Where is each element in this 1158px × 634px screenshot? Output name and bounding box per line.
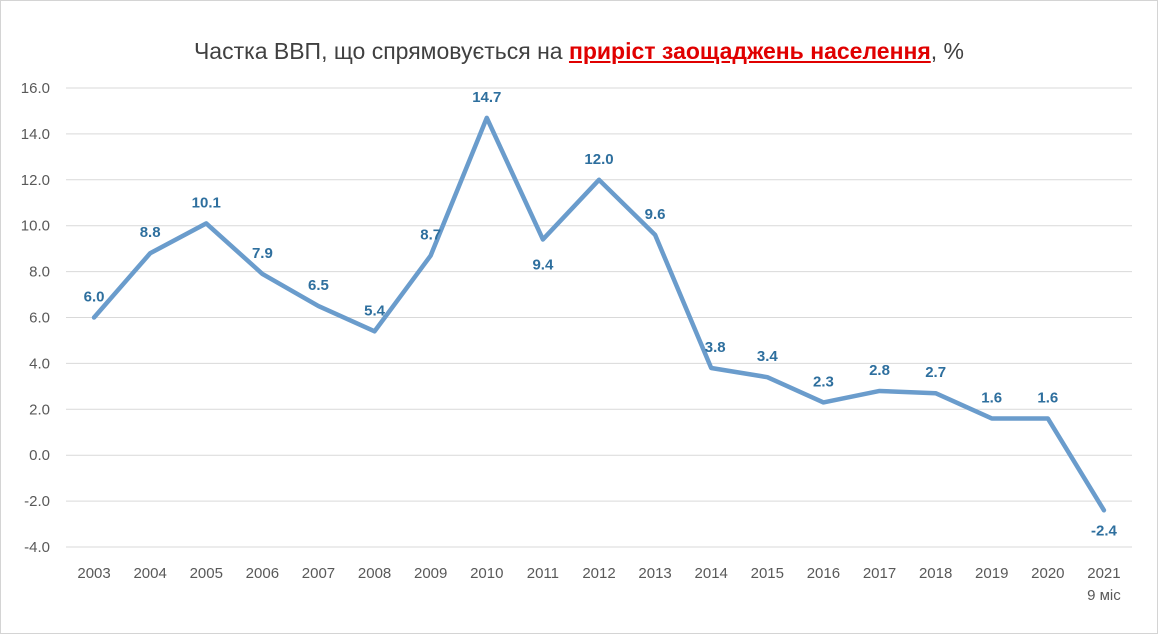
data-label: 14.7	[472, 89, 501, 106]
x-axis-ticks: 2003 2004 2005 2006 2007 2008 2009 2010 2011 2012…	[77, 565, 1121, 604]
x-tick-label: 2007	[302, 565, 335, 582]
data-label: 9.6	[645, 206, 666, 223]
y-tick-label: 16.0	[21, 80, 50, 97]
y-axis-ticks: -4.0 -2.0 0.0 2.0 4.0 6.0 8.0 10.0 12.0 14.0 16.0	[21, 80, 50, 556]
y-tick-label: 12.0	[21, 172, 50, 189]
x-tick-label: 2010	[470, 565, 503, 582]
data-label: 3.8	[705, 339, 726, 356]
data-label: 3.4	[757, 348, 779, 365]
data-label: 2.3	[813, 373, 834, 390]
y-tick-label: 0.0	[29, 447, 50, 464]
data-labels: 6.0 8.8 10.1 7.9 6.5 5.4 8.7 14.7 9.4 12.0 9.6 3.8 3…	[84, 89, 1118, 539]
data-label: 5.4	[364, 302, 386, 319]
x-tick-label: 2017	[863, 565, 896, 582]
data-label: 10.1	[192, 194, 221, 211]
y-tick-label: 4.0	[29, 355, 50, 372]
x-tick-sublabel: 9 міс	[1087, 587, 1121, 604]
x-tick-label: 2014	[695, 565, 728, 582]
x-tick-label: 2005	[190, 565, 223, 582]
x-tick-label: 2019	[975, 565, 1008, 582]
series-line-group	[91, 115, 1107, 513]
chart-title-part1: Частка ВВП, що спрямовується на	[193, 38, 569, 64]
data-label: 1.6	[1037, 389, 1058, 406]
y-tick-label: 6.0	[29, 310, 50, 327]
x-tick-label: 2021	[1087, 565, 1120, 582]
x-tick-label: 2006	[246, 565, 279, 582]
data-label: 12.0	[584, 151, 613, 168]
x-tick-label: 2015	[751, 565, 784, 582]
y-tick-label: -4.0	[24, 539, 50, 556]
data-label: 8.7	[420, 227, 441, 244]
y-tick-label: -2.0	[24, 493, 50, 510]
x-tick-label: 2009	[414, 565, 447, 582]
y-tick-label: 8.0	[29, 264, 50, 281]
data-label: 2.7	[925, 364, 946, 381]
data-label: 9.4	[532, 256, 554, 273]
x-tick-label: 2008	[358, 565, 391, 582]
chart-title-highlight: приріст заощаджень населення	[568, 38, 931, 64]
data-label: 6.0	[84, 289, 105, 306]
data-label: 2.8	[869, 362, 890, 379]
data-label: -2.4	[1091, 522, 1118, 539]
x-tick-label: 2016	[807, 565, 840, 582]
y-tick-label: 14.0	[21, 126, 50, 143]
data-label: 1.6	[981, 389, 1002, 406]
y-tick-label: 10.0	[21, 218, 50, 235]
chart-title: Частка ВВП, що спрямовується на приріст …	[0, 38, 1158, 65]
x-tick-label: 2004	[133, 565, 166, 582]
series-line	[91, 115, 1107, 513]
y-tick-label: 2.0	[29, 401, 50, 418]
data-label: 8.8	[140, 224, 161, 241]
data-label: 6.5	[308, 277, 329, 294]
chart-title-part2: , %	[930, 38, 965, 64]
x-tick-label: 2018	[919, 565, 952, 582]
data-label: 7.9	[252, 245, 273, 262]
x-tick-label: 2020	[1031, 565, 1064, 582]
x-tick-label: 2003	[77, 565, 110, 582]
x-tick-label: 2013	[638, 565, 671, 582]
x-tick-label: 2012	[582, 565, 615, 582]
x-tick-label: 2011	[527, 565, 559, 582]
